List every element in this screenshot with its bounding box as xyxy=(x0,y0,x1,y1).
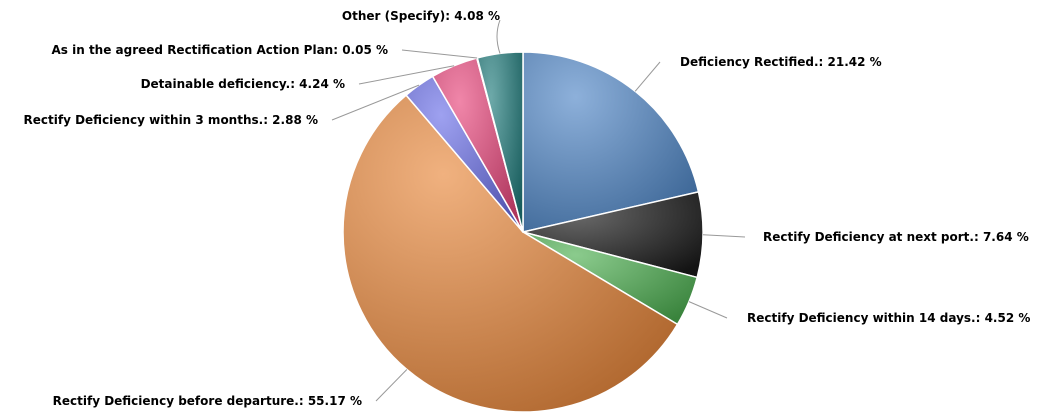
pie-connector-line xyxy=(401,49,478,59)
pie-connector-line xyxy=(688,301,728,319)
pie-connector-line xyxy=(496,19,501,54)
pie-connector-line xyxy=(375,369,408,402)
pie-slice-label: Rectify Deficiency within 14 days.: 4.52… xyxy=(747,311,1030,325)
pie-slice-label: Rectify Deficiency at next port.: 7.64 % xyxy=(763,230,1029,244)
pie-slice-label: Rectify Deficiency within 3 months.: 2.8… xyxy=(24,113,318,127)
connectors-layer xyxy=(331,19,746,402)
pie-slice-label: As in the agreed Rectification Action Pl… xyxy=(52,43,389,57)
pie-connector-line xyxy=(634,61,661,92)
pie-connector-line xyxy=(331,84,420,121)
pie-slice[interactable] xyxy=(476,51,524,233)
labels-layer: Deficiency Rectified.: 21.42 % Rectify De… xyxy=(24,9,1031,408)
pie-connector-line xyxy=(358,65,455,85)
pie-slice-label: Deficiency Rectified.: 21.42 % xyxy=(680,55,882,69)
pie-slice-label: Other (Specify): 4.08 % xyxy=(342,9,500,23)
pie-connector-line xyxy=(702,234,746,238)
pie-slice-label: Detainable deficiency.: 4.24 % xyxy=(141,77,345,91)
pie-slice-label: Rectify Deficiency before departure.: 55… xyxy=(53,394,362,408)
pie-slice[interactable] xyxy=(522,51,700,233)
slices-layer xyxy=(342,51,704,413)
pie-slice[interactable] xyxy=(342,94,679,413)
